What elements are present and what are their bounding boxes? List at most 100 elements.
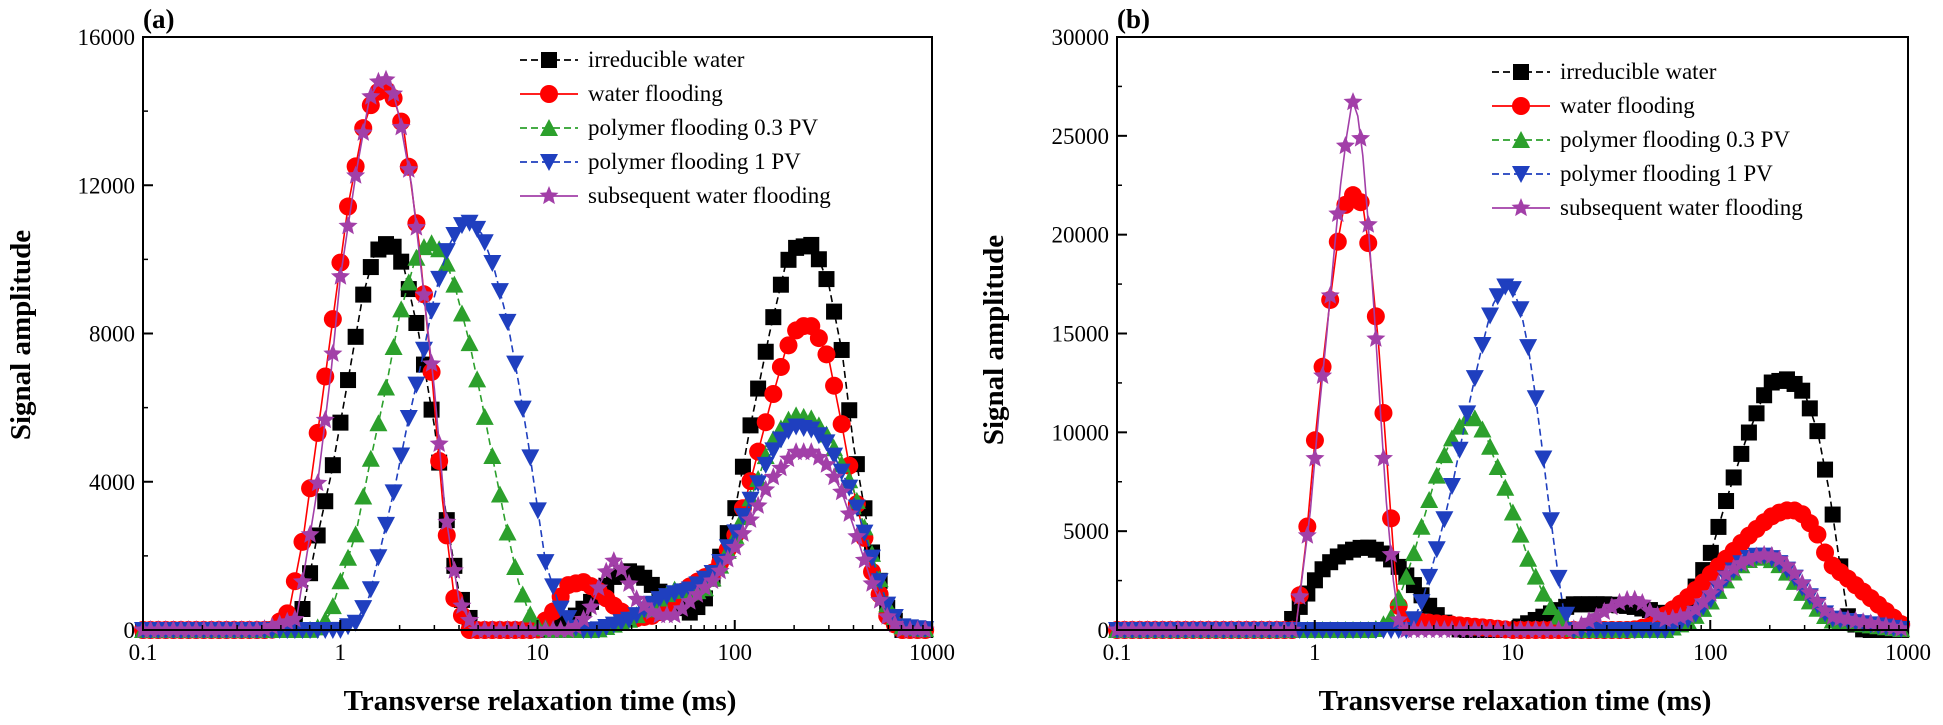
chart-a-series-line — [143, 241, 932, 630]
chart-b-data-point — [1718, 493, 1734, 509]
chart-b-data-point — [1443, 478, 1461, 495]
chart-a-data-point — [400, 410, 418, 427]
chart-a-y-tick-label: 16000 — [78, 25, 136, 50]
chart-a-data-point — [506, 356, 524, 373]
chart-a-data-point — [817, 345, 835, 363]
chart-b-legend: irreducible waterwater floodingpolymer f… — [1492, 59, 1803, 220]
chart-a-legend-label: polymer flooding 0.3 PV — [588, 115, 818, 140]
chart-b-data-point — [1473, 337, 1491, 354]
chart-b-data-point — [1466, 370, 1484, 387]
chart-a-series-4 — [134, 70, 935, 638]
chart-a-data-point — [355, 287, 371, 303]
chart-a-data-point — [369, 414, 387, 431]
chart-a-data-point — [514, 401, 532, 418]
chart-b-data-point — [1435, 511, 1453, 528]
chart-a-data-point — [818, 271, 834, 287]
chart-a-series-line — [143, 241, 932, 630]
chart-b-y-tick-label: 0 — [1098, 618, 1110, 643]
chart-b-x-tick-label: 0.1 — [1103, 640, 1132, 665]
chart-b-y-tick-label: 10000 — [1052, 420, 1110, 445]
chart-a-data-point — [408, 315, 424, 331]
chart-a-data-point — [339, 198, 357, 216]
chart-b-data-point — [1481, 438, 1499, 455]
chart-b-legend-label: subsequent water flooding — [1560, 195, 1803, 220]
chart-b-legend-marker — [1512, 97, 1530, 115]
chart-a-data-point — [476, 234, 494, 251]
chart-a-y-tick-label: 4000 — [89, 470, 135, 495]
chart-a-legend-marker — [540, 186, 559, 204]
chart-a-data-point — [811, 251, 827, 267]
chart-a-data-point — [317, 493, 333, 509]
chart-a-data-point — [331, 572, 349, 589]
chart-a-data-point — [758, 344, 774, 360]
chart-a-data-point — [324, 597, 342, 614]
chart-a-data-point — [325, 457, 341, 473]
chart-b-y-axis-title: Signal amplitude — [978, 235, 1010, 445]
chart-a-data-point — [810, 329, 828, 347]
chart-b-data-point — [1329, 233, 1347, 251]
chart-a-legend-label: polymer flooding 1 PV — [588, 149, 801, 174]
chart-a-data-point — [392, 300, 410, 317]
chart-b-data-point — [1726, 469, 1742, 485]
chart-a-data-point — [461, 334, 479, 351]
chart-a-data-point — [430, 271, 448, 288]
chart-a-data-point — [354, 600, 372, 617]
chart-b-series-2 — [1108, 409, 1910, 638]
chart-b-data-point — [1809, 423, 1825, 439]
chart-b-data-point — [1390, 589, 1408, 606]
panel-label-b: (b) — [1117, 4, 1150, 34]
chart-a-series-0 — [135, 236, 933, 638]
chart-b-data-point — [1808, 526, 1826, 544]
chart-a-data-point — [385, 484, 403, 501]
chart-b-series-line — [1117, 417, 1908, 631]
chart-a-data-point — [362, 581, 380, 598]
chart-b-data-point — [1496, 479, 1514, 496]
chart-a-data-point — [363, 259, 379, 275]
chart-b-y-tick-label: 30000 — [1052, 25, 1110, 50]
chart-b-data-point — [1344, 92, 1363, 110]
chart-a-data-point — [757, 413, 775, 431]
chart-b-data-point — [1710, 519, 1726, 535]
chart-a-data-point — [476, 408, 494, 425]
chart-b-data-point — [1534, 585, 1552, 602]
chart-b-data-point — [1489, 458, 1507, 475]
chart-a-data-point — [765, 309, 781, 325]
chart-a-data-point — [362, 450, 380, 467]
figure: (a) 0.1 1 10 100 10000400080001200016000irre… — [0, 0, 1943, 725]
chart-a-data-point — [392, 448, 410, 465]
chart-a-series-3 — [134, 215, 934, 639]
chart-a-series-line — [143, 89, 932, 630]
chart-a-y-tick-label: 8000 — [89, 322, 135, 347]
chart-a-data-point — [347, 525, 365, 542]
chart-a-data-point — [445, 276, 463, 293]
chart-a-data-point — [340, 372, 356, 388]
chart-a-data-point — [438, 526, 456, 544]
chart-b-data-point — [1802, 400, 1818, 416]
chart-b-y-tick-label: 15000 — [1052, 322, 1110, 347]
chart-b-data-point — [1512, 301, 1530, 318]
chart-b-data-point — [1534, 450, 1552, 467]
chart-a-data-point — [499, 524, 517, 541]
chart-a-data-point — [324, 310, 342, 328]
chart-a-data-point — [529, 502, 547, 519]
chart-a-x-axis-title: Transverse relaxation time (ms) — [344, 685, 737, 717]
chart-a-plot: 0.1 1 10 100 1000 0 4000 8000 12000 16000 irreduci… — [78, 25, 956, 665]
chart-a-series-line — [143, 78, 932, 630]
chart-a-series-2 — [134, 234, 934, 638]
chart-b-data-point — [1825, 507, 1841, 523]
chart-a-legend-marker — [541, 52, 557, 68]
panel-a: (a) 0.1 1 10 100 10000400080001200016000irre… — [5, 4, 955, 717]
chart-a-data-point — [750, 381, 766, 397]
chart-a-data-point — [772, 358, 790, 376]
chart-b-legend-label: irreducible water — [1560, 59, 1717, 84]
chart-a-data-point — [483, 255, 501, 272]
chart-b-data-point — [1519, 550, 1537, 567]
chart-b-data-point — [1306, 431, 1324, 449]
chart-b-data-point — [1428, 541, 1446, 558]
chart-b-x-tick-label: 10 — [1501, 640, 1524, 665]
chart-a-data-point — [386, 239, 402, 255]
chart-a-data-point — [339, 549, 357, 566]
chart-a-data-point — [377, 378, 395, 395]
chart-a-data-point — [430, 452, 448, 470]
chart-b-y-tick-label: 20000 — [1052, 223, 1110, 248]
